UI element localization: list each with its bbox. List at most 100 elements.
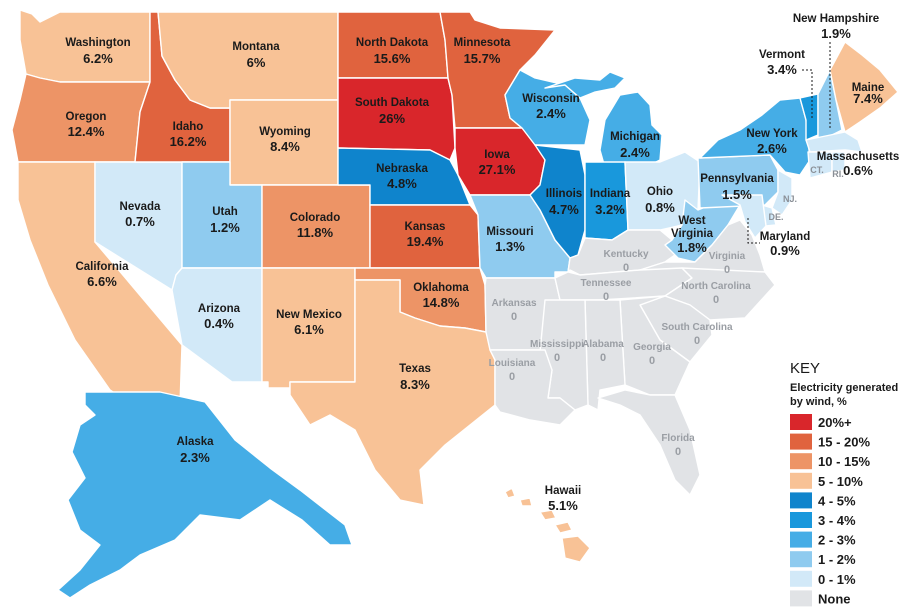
label-nebraska-value: 4.8% [387, 176, 417, 191]
label-hawaii-value: 5.1% [548, 498, 578, 513]
map-key: KEY Electricity generated by wind, % 20%… [790, 360, 898, 607]
label-colorado-name: Colorado [290, 212, 340, 224]
vermont-leader-line [802, 69, 813, 118]
label-michigan-name: Michigan [610, 131, 660, 143]
state-maryland [721, 194, 767, 239]
state-new-jersey [771, 169, 793, 216]
state-indiana [584, 161, 629, 241]
label-north-dakota-name: North Dakota [356, 37, 429, 49]
state-florida [597, 389, 701, 496]
label-california-name: California [75, 261, 129, 273]
label-nebraska-name: Nebraska [376, 163, 428, 175]
key-subtitle-line2: by wind, % [790, 396, 847, 408]
key-swatch [790, 590, 812, 607]
state-virginia [639, 219, 766, 273]
label-arizona-value: 0.4% [204, 316, 234, 331]
label-idaho-name: Idaho [173, 121, 204, 133]
label-new-york-value: 2.6% [757, 141, 787, 156]
label-north-carolina-name: North Carolina [681, 281, 751, 292]
label-georgia-value: 0 [649, 355, 655, 367]
state-vermont [799, 93, 819, 141]
label-mississippi-value: 0 [554, 352, 560, 364]
state-shapes [11, 9, 899, 599]
label-california-value: 6.6% [87, 274, 117, 289]
key-subtitle-line1: Electricity generated [790, 382, 898, 394]
key-swatch [790, 433, 812, 450]
label-utah-value: 1.2% [210, 220, 240, 235]
label-wyoming-value: 8.4% [270, 139, 300, 154]
label-texas-name: Texas [399, 363, 431, 375]
label-south-dakota-name: South Dakota [355, 97, 430, 109]
label-oregon-name: Oregon [66, 111, 107, 123]
label-alaska-name: Alaska [176, 436, 214, 448]
key-swatch [790, 492, 812, 509]
label-kentucky-name: Kentucky [603, 249, 648, 260]
label-maryland-name: Maryland [760, 231, 811, 243]
label-michigan-value: 2.4% [620, 145, 650, 160]
key-title: KEY [790, 360, 820, 377]
label-minnesota-name: Minnesota [454, 37, 511, 49]
label-west-virginia-value: 1.8% [677, 240, 707, 255]
label-nj-abbr: NJ. [783, 194, 797, 204]
key-label: 5 - 10% [818, 474, 863, 489]
label-ohio-value: 0.8% [645, 200, 675, 215]
label-iowa-value: 27.1% [479, 162, 516, 177]
label-tennessee-name: Tennessee [581, 278, 632, 289]
state-texas [289, 279, 496, 506]
label-new-hampshire-name: New Hampshire [793, 13, 879, 25]
label-louisiana-value: 0 [509, 371, 515, 383]
label-illinois-name: Illinois [546, 188, 582, 200]
label-oregon-value: 12.4% [68, 124, 105, 139]
key-swatch [790, 414, 812, 430]
label-kentucky-value: 0 [623, 262, 629, 274]
label-indiana-value: 3.2% [595, 202, 625, 217]
label-new-mexico-name: New Mexico [276, 309, 342, 321]
label-vermont-name: Vermont [759, 49, 805, 61]
state-rhode-island [831, 151, 846, 173]
label-massachusetts-name: Massachusetts [817, 151, 899, 163]
key-label: 3 - 4% [818, 513, 856, 528]
label-ct-abbr: CT. [810, 165, 824, 175]
label-nevada-value: 0.7% [125, 214, 155, 229]
label-montana-name: Montana [232, 41, 280, 53]
label-kansas-value: 19.4% [407, 234, 444, 249]
maryland-leader-line [747, 218, 760, 244]
label-oklahoma-value: 14.8% [423, 295, 460, 310]
key-label: 20%+ [818, 415, 852, 430]
label-alabama-value: 0 [600, 352, 606, 364]
key-swatch [790, 512, 812, 528]
label-montana-value: 6% [247, 55, 266, 70]
label-wisconsin-name: Wisconsin [522, 93, 579, 105]
label-washington-name: Washington [65, 37, 130, 49]
label-alaska-value: 2.3% [180, 450, 210, 465]
label-arkansas-name: Arkansas [491, 298, 536, 309]
label-georgia-name: Georgia [633, 342, 671, 353]
label-iowa-name: Iowa [484, 149, 510, 161]
key-swatch [790, 472, 812, 489]
label-texas-value: 8.3% [400, 377, 430, 392]
label-south-carolina-name: South Carolina [661, 322, 733, 333]
label-indiana-name: Indiana [590, 188, 631, 200]
state-labels: Washington 6.2% Oregon 12.4% California … [65, 13, 899, 513]
label-alabama-name: Alabama [582, 339, 624, 350]
label-hawaii-name: Hawaii [545, 485, 581, 497]
label-wyoming-name: Wyoming [259, 126, 311, 138]
label-minnesota-value: 15.7% [464, 51, 501, 66]
key-label: 10 - 15% [818, 454, 870, 469]
state-illinois [529, 144, 586, 259]
label-south-carolina-value: 0 [694, 335, 700, 347]
label-north-carolina-value: 0 [713, 294, 719, 306]
state-hawaii [504, 487, 591, 563]
label-vermont-value: 3.4% [767, 62, 797, 77]
label-idaho-value: 16.2% [170, 134, 207, 149]
label-ri-abbr: RI. [832, 169, 844, 179]
label-oklahoma-name: Oklahoma [413, 282, 469, 294]
label-de-abbr: DE. [768, 212, 783, 222]
label-arizona-name: Arizona [198, 303, 241, 315]
label-maine-value: 7.4% [853, 91, 883, 106]
label-missouri-value: 1.3% [495, 239, 525, 254]
key-label: None [818, 591, 851, 606]
label-south-dakota-value: 26% [379, 111, 405, 126]
key-swatch [790, 551, 812, 568]
